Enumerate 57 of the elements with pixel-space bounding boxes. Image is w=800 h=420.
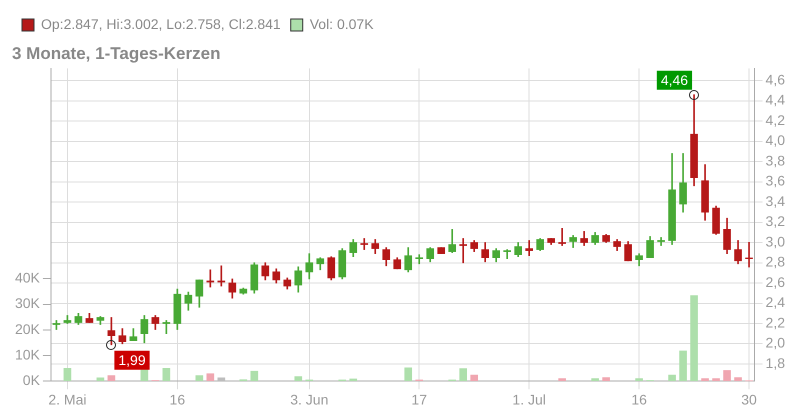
bar (679, 350, 687, 382)
bar (404, 368, 412, 382)
bar (96, 378, 104, 382)
y-tick-label: 4,0 (766, 132, 786, 148)
text: 1,99 (118, 352, 146, 368)
y-tick-label: 3,2 (766, 213, 786, 230)
text: 4,46 (660, 72, 688, 88)
y-tick-label: 3,4 (766, 192, 786, 209)
y-tick-label: 2,2 (766, 314, 786, 330)
y2-tick-label: 20K (14, 320, 41, 337)
x-tick-label: 30 (741, 391, 758, 408)
y2-tick-label: 40K (14, 270, 41, 286)
y2-tick-label: 0K (22, 372, 41, 388)
y-tick-label: 2,8 (766, 254, 786, 270)
bar (206, 373, 214, 382)
bar (196, 375, 204, 382)
bar (162, 368, 170, 382)
bar (217, 378, 226, 382)
bar (64, 368, 72, 382)
bar (690, 295, 698, 382)
chart-title: 3 Monate, 1-Tages-Kerzen (12, 44, 220, 63)
y-tick-label: 3,6 (766, 172, 786, 189)
bar (294, 376, 302, 382)
bar (108, 375, 116, 382)
y-tick-label: 2,4 (766, 294, 786, 310)
bar (250, 370, 258, 382)
y-tick-label: 4,6 (766, 71, 786, 88)
bar (470, 374, 478, 382)
bar (723, 370, 731, 382)
y-tick-label: 4,2 (766, 112, 786, 128)
y-tick-label: 2,6 (766, 274, 786, 290)
bar (558, 378, 566, 382)
y-tick-label: 2,0 (766, 334, 786, 351)
y-tick-label: 3,8 (766, 152, 786, 168)
legend-label: Op:2.847, Hi:3.002, Lo:2.758, Cl:2.841 (41, 16, 281, 32)
bar (712, 378, 720, 382)
x-tick-label: 3. Jun (290, 391, 328, 408)
bar (668, 374, 676, 382)
bar (459, 368, 468, 382)
y-tick-label: 4,4 (766, 92, 786, 108)
y2-tick-label: 10K (14, 346, 41, 362)
y-tick-label: 1,8 (766, 354, 786, 371)
x-tick-label: 1. Jul (512, 391, 546, 408)
y-tick-label: 3,0 (766, 233, 786, 250)
legend-label: Vol: 0.07K (310, 16, 374, 32)
y2-tick-label: 30K (14, 295, 41, 312)
bar (734, 377, 742, 382)
x-tick-label: 2. Mai (48, 391, 86, 408)
bar (602, 377, 610, 382)
bar (635, 378, 643, 382)
bar (349, 378, 358, 382)
bar (591, 378, 599, 382)
x-tick-label: 17 (411, 391, 428, 408)
x-tick-label: 16 (170, 391, 186, 408)
candlestick (745, 242, 753, 268)
x-tick-label: 16 (631, 391, 648, 408)
bar (701, 378, 709, 382)
